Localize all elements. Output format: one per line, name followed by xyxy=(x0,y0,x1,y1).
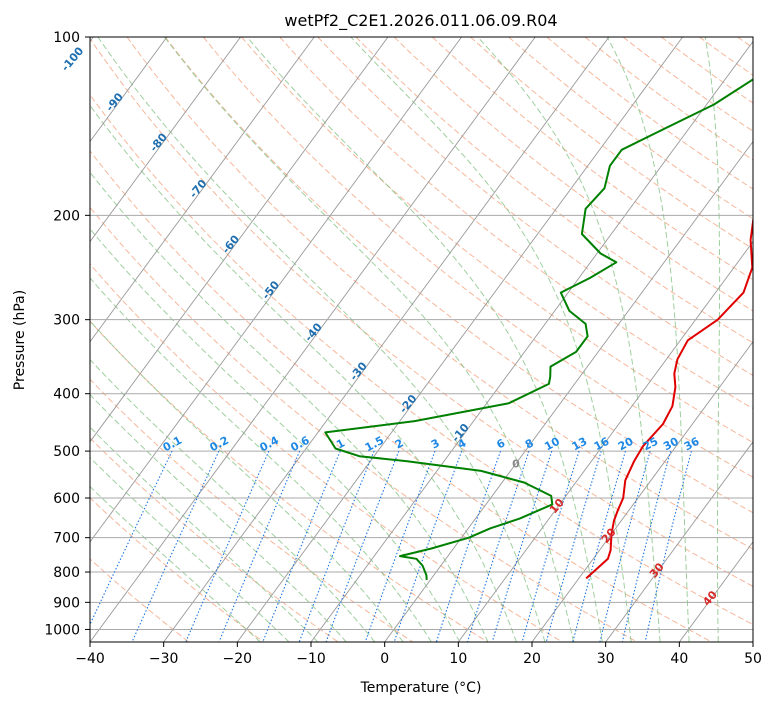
y-tick-label: 700 xyxy=(53,531,80,547)
moist-adiabat xyxy=(477,37,661,642)
y-tick-label: 1000 xyxy=(44,622,80,638)
y-tick-label: 600 xyxy=(53,491,80,507)
isotherm-line xyxy=(90,37,241,243)
isotherm-line xyxy=(90,37,462,543)
dry-adiabat xyxy=(279,37,753,410)
x-tick-label: −20 xyxy=(223,651,253,667)
mixing-ratio-line xyxy=(599,450,651,642)
isotherm-line xyxy=(90,37,168,143)
isotherm-line xyxy=(310,40,753,642)
isotherm-line xyxy=(163,37,610,642)
x-tick-label: 10 xyxy=(449,651,467,667)
mixing-ratio-line xyxy=(621,450,672,642)
x-tick-label: 40 xyxy=(670,651,688,667)
mixing-ratio-label: 13 xyxy=(570,435,590,454)
moist-adiabat xyxy=(90,456,290,642)
x-axis-label: Temperature (°C) xyxy=(360,680,482,696)
dry-adiabat xyxy=(203,37,753,478)
y-tick-label: 500 xyxy=(53,444,80,460)
mixing-ratio-line xyxy=(131,450,220,642)
dry-adiabat xyxy=(317,37,753,376)
isotherm-line xyxy=(90,37,536,642)
moist-adiabat xyxy=(97,37,546,642)
dry-adiabat xyxy=(126,37,753,550)
dry-adiabat xyxy=(470,37,753,250)
isotherm-line xyxy=(605,441,753,642)
mixing-ratio-line xyxy=(262,450,341,642)
mixing-ratio-line xyxy=(393,450,463,642)
profile-series xyxy=(324,78,753,580)
dry-adiabat xyxy=(546,37,753,190)
x-axis-ticks: −40 −30 −20 −10 0 10 20 30 40 50 xyxy=(75,642,762,667)
mixing-ratio-label: 20 xyxy=(616,434,636,453)
dry-adiabat xyxy=(90,497,264,642)
x-tick-label: 50 xyxy=(744,651,762,667)
y-tick-label: 200 xyxy=(53,208,80,224)
y-tick-label: 300 xyxy=(53,313,80,329)
dry-adiabat xyxy=(90,37,753,587)
dry-adiabat xyxy=(241,37,753,444)
moist-adiabat xyxy=(90,228,461,642)
mixing-ratio-label: 25 xyxy=(641,435,661,454)
dry-adiabat xyxy=(90,263,563,642)
dry-adiabat xyxy=(90,378,414,642)
zero-isotherm-label: 0 xyxy=(512,458,520,471)
x-tick-label: −30 xyxy=(149,651,179,667)
moist-adiabat xyxy=(246,37,603,642)
dry-adiabat xyxy=(431,37,753,281)
isotherm-line xyxy=(236,37,683,642)
mixing-ratio-line xyxy=(644,450,692,642)
chart-title: wetPf2_C2E1.2026.011.06.09.R04 xyxy=(284,11,557,31)
mixing-ratio-line xyxy=(545,450,602,642)
y-axis-ticks: 100 200 300 400 500 600 700 800 900 1000 xyxy=(44,30,90,638)
y-tick-label: 400 xyxy=(53,387,80,403)
background-lines xyxy=(90,37,753,642)
isotherm-line xyxy=(90,37,315,343)
dewpoint-line xyxy=(324,78,753,580)
plot-frame xyxy=(89,36,754,643)
moist-adiabat xyxy=(606,37,690,642)
mixing-ratio-label: 10 xyxy=(542,435,562,454)
temperature-line xyxy=(585,214,753,580)
dry-adiabat xyxy=(90,93,753,626)
moist-adiabat xyxy=(90,104,517,642)
y-axis-label: Pressure (hPa) xyxy=(12,290,28,390)
moist-adiabat xyxy=(90,358,376,642)
dry-adiabat xyxy=(90,437,339,642)
mixing-ratio-label: 36 xyxy=(682,435,702,454)
x-tick-label: 30 xyxy=(597,651,615,667)
mixing-ratio-line xyxy=(572,450,626,642)
y-tick-label: 900 xyxy=(53,595,80,611)
isotherm-line xyxy=(531,340,753,642)
mixing-ratio-line xyxy=(325,450,400,642)
mixing-ratio-label: 16 xyxy=(592,435,612,454)
x-tick-label: −40 xyxy=(75,651,105,667)
dry-adiabat xyxy=(90,150,712,642)
moist-adiabat xyxy=(90,426,319,642)
moist-adiabat xyxy=(704,37,721,642)
dry-adiabat xyxy=(355,37,753,344)
mixing-ratio-line xyxy=(90,450,173,626)
mixing-ratio-line xyxy=(218,450,301,642)
y-tick-label: 100 xyxy=(53,30,80,46)
mixing-ratio-label: 30 xyxy=(661,434,681,453)
y-tick-label: 800 xyxy=(53,565,80,581)
isotherm-line xyxy=(90,37,389,443)
moist-adiabat xyxy=(90,394,347,642)
moist-adiabat xyxy=(90,320,404,642)
mixing-ratio-line xyxy=(298,450,375,642)
moist-adiabat xyxy=(90,171,489,642)
moist-adiabat xyxy=(350,37,632,642)
x-tick-label: 0 xyxy=(380,651,389,667)
isotherm-line xyxy=(457,240,753,642)
moist-adiabat xyxy=(90,277,432,642)
mixing-ratio-line xyxy=(364,450,436,642)
x-tick-label: −10 xyxy=(296,651,326,667)
x-tick-label: 20 xyxy=(523,651,541,667)
